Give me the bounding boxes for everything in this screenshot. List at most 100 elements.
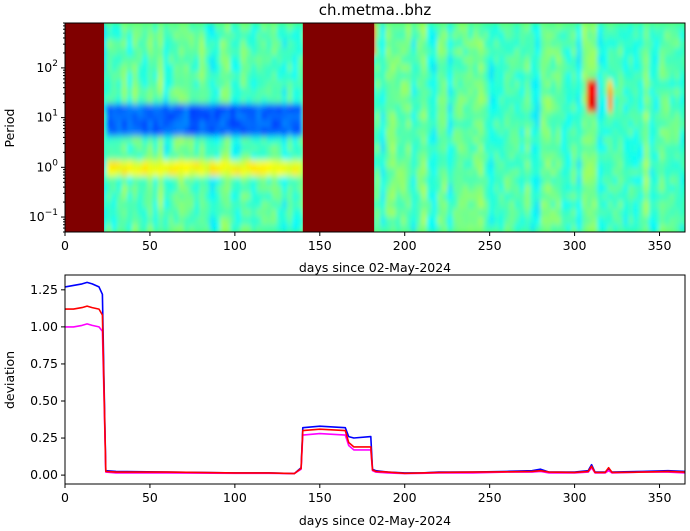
heatmap-cell: [566, 111, 572, 121]
heatmap-cell: [561, 207, 567, 217]
heatmap-cell: [602, 111, 609, 121]
heatmap-cell: [411, 95, 417, 104]
heatmap-cell: [524, 135, 531, 145]
heatmap-cell: [266, 223, 273, 232]
heatmap-cell: [127, 95, 133, 104]
heatmap-cell: [669, 183, 676, 193]
heatmap-cell: [628, 111, 634, 121]
heatmap-cell: [147, 87, 154, 96]
heatmap-cell: [385, 103, 392, 113]
heatmap-cell: [276, 143, 283, 153]
heatmap-cell: [524, 143, 531, 153]
heatmap-cell: [473, 95, 479, 104]
heatmap-cell: [220, 223, 226, 232]
heatmap-cell: [623, 159, 629, 169]
heatmap-cell: [612, 183, 619, 193]
heatmap-cell: [555, 79, 562, 88]
heatmap-cell: [106, 31, 113, 40]
heatmap-cell: [173, 223, 180, 232]
heatmap-cell: [524, 191, 531, 201]
heatmap-cell: [540, 87, 547, 96]
heatmap-cell: [127, 159, 133, 169]
heatmap-cell: [654, 95, 660, 104]
heatmap-cell: [199, 175, 206, 185]
heatmap-cell: [287, 95, 293, 104]
heatmap-cell: [447, 79, 454, 88]
heatmap-cell: [478, 223, 485, 232]
heatmap-cell: [173, 167, 180, 177]
heatmap-cell: [628, 23, 634, 32]
heatmap-cell: [468, 119, 474, 129]
heatmap-cell: [111, 175, 118, 185]
heatmap-cell: [576, 151, 583, 161]
heatmap-cell: [473, 55, 479, 64]
heatmap-cell: [204, 199, 211, 209]
heatmap-cell: [406, 207, 412, 217]
heatmap-cell: [261, 119, 268, 129]
heatmap-cell: [483, 23, 490, 32]
heatmap-cell: [643, 135, 650, 145]
heatmap-cell: [493, 55, 500, 64]
heatmap-cell: [375, 103, 381, 113]
heatmap-cell: [535, 223, 541, 232]
heatmap-cell: [158, 39, 164, 48]
heatmap-cell: [395, 135, 402, 145]
heatmap-cell: [189, 159, 195, 169]
heatmap-cell: [597, 23, 603, 32]
heatmap-cell: [561, 167, 567, 177]
heatmap-cell: [664, 87, 671, 96]
heatmap-cell: [411, 159, 417, 169]
heatmap-cell: [245, 79, 252, 88]
heatmap-cell: [147, 183, 154, 193]
heatmap-cell: [442, 191, 448, 201]
heatmap-cell: [617, 135, 624, 145]
heatmap-cell: [183, 47, 190, 56]
heatmap-cell: [504, 223, 510, 232]
heatmap-cell: [483, 39, 490, 48]
heatmap-cell: [540, 215, 547, 225]
heatmap-cell: [178, 167, 185, 177]
heatmap-cell: [648, 71, 655, 80]
heatmap-cell: [158, 167, 164, 177]
heatmap-cell: [648, 103, 655, 113]
heatmap-cell: [633, 47, 640, 56]
heatmap-cell: [643, 87, 650, 96]
heatmap-cell: [132, 151, 138, 161]
heatmap-cell: [638, 87, 645, 96]
heatmap-cell: [597, 47, 603, 56]
heatmap-cell: [178, 159, 185, 169]
heatmap-cell: [468, 191, 474, 201]
heatmap-cell: [633, 87, 640, 96]
heatmap-cell: [597, 127, 603, 137]
heatmap-cell: [225, 215, 231, 225]
heatmap-cell: [287, 215, 293, 225]
heatmap-cell: [524, 55, 531, 64]
heatmap-cell: [147, 191, 154, 201]
heatmap-cell: [597, 31, 603, 40]
heatmap-cell: [648, 223, 655, 232]
heatmap-cell: [256, 159, 262, 169]
heatmap-cell: [209, 223, 216, 232]
heatmap-cell: [178, 119, 185, 129]
heatmap-cell: [509, 183, 516, 193]
heatmap-cell: [375, 111, 381, 121]
heatmap-cell: [617, 159, 624, 169]
heatmap-cell: [519, 103, 526, 113]
heatmap-cell: [524, 215, 531, 225]
heatmap-cell: [442, 135, 448, 145]
heatmap-cell: [452, 191, 459, 201]
heatmap-cell: [431, 39, 438, 48]
heatmap-cell: [483, 183, 490, 193]
heatmap-cell: [385, 135, 392, 145]
heatmap-cell: [416, 183, 423, 193]
heatmap-cell: [163, 63, 169, 72]
heatmap-cell: [127, 31, 133, 40]
heatmap-cell: [225, 135, 231, 145]
heatmap-cell: [194, 207, 200, 217]
heatmap-cell: [581, 151, 588, 161]
heatmap-cell: [282, 151, 288, 161]
heatmap-cell: [406, 183, 412, 193]
deviation-series-line-3: [65, 305, 685, 475]
heatmap-cell: [173, 31, 180, 40]
heatmap-cell: [173, 63, 180, 72]
